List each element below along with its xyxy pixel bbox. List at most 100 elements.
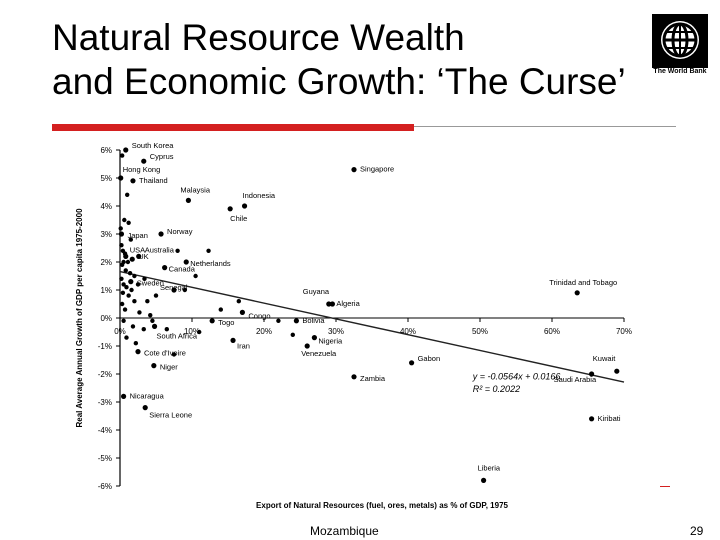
data-point	[141, 158, 147, 164]
data-point	[119, 301, 125, 307]
point-label: Trinidad and Tobago	[549, 278, 617, 287]
data-point	[185, 197, 191, 203]
point-label: Kiribati	[598, 414, 621, 423]
data-point	[614, 368, 620, 374]
data-point	[293, 318, 299, 324]
y-tick-label: -3%	[98, 398, 112, 407]
data-point	[230, 337, 236, 343]
point-label: South Korea	[132, 141, 175, 150]
x-tick-label: 50%	[472, 327, 488, 336]
data-point	[409, 360, 415, 366]
data-point	[162, 265, 168, 271]
data-point	[209, 318, 215, 324]
data-point	[150, 318, 155, 323]
data-point	[122, 217, 127, 223]
x-tick-label: 30%	[328, 327, 344, 336]
data-point	[121, 318, 126, 323]
data-point	[120, 290, 126, 295]
point-label: Gabon	[418, 354, 441, 363]
data-point	[197, 329, 202, 335]
point-label: Saudi Arabia	[554, 375, 597, 384]
trendline	[119, 270, 625, 383]
data-point	[132, 299, 137, 304]
data-point	[118, 226, 123, 231]
data-point	[123, 147, 129, 153]
data-point	[118, 231, 125, 237]
point-label: Sierra Leone	[149, 411, 192, 420]
point-label: Chile	[230, 214, 247, 223]
point-label: Kuwait	[593, 354, 616, 363]
data-point	[175, 248, 180, 253]
data-point	[158, 231, 164, 237]
world-bank-logo-icon	[652, 14, 708, 68]
data-point	[135, 349, 141, 355]
data-point	[125, 192, 130, 197]
trendline-r2: R² = 0.2022	[473, 384, 520, 394]
data-point	[153, 293, 159, 298]
data-point	[171, 352, 177, 357]
data-point	[164, 327, 169, 332]
point-label: Sweden	[137, 279, 164, 288]
data-point	[227, 206, 233, 212]
point-label: Bolivia	[302, 316, 325, 325]
data-point	[119, 243, 124, 248]
point-label: Singapore	[360, 165, 394, 174]
data-point	[141, 327, 146, 332]
data-point	[151, 323, 158, 329]
title-grey-divider	[414, 126, 676, 127]
data-point	[241, 203, 248, 209]
data-point	[326, 301, 332, 307]
data-point	[126, 293, 131, 298]
point-label: Liberia	[478, 463, 501, 472]
data-point	[142, 276, 147, 281]
data-point	[118, 175, 124, 181]
data-point	[129, 287, 134, 293]
y-tick-label: 0%	[100, 314, 112, 323]
data-point	[128, 237, 133, 242]
point-label: Norway	[167, 227, 193, 236]
data-point	[125, 259, 131, 265]
data-point	[276, 318, 281, 323]
y-tick-label: 6%	[100, 146, 112, 155]
data-point	[129, 256, 135, 262]
y-tick-label: -6%	[98, 482, 112, 491]
red-accent-mark	[660, 486, 670, 487]
data-point	[119, 153, 125, 158]
point-label: Senegal	[160, 283, 188, 292]
y-tick-label: -2%	[98, 370, 112, 379]
logo-text: The World Bank	[653, 68, 707, 75]
y-tick-label: -4%	[98, 426, 112, 435]
scatter-chart: 6%5%4%3%2%1%0%-1%-2%-3%-4%-5%-6%0% 10% 20%…	[58, 134, 664, 524]
point-label: Congo	[248, 311, 270, 320]
data-point	[121, 259, 126, 265]
data-point	[130, 324, 136, 329]
point-label: Cote d'Ivoire	[144, 349, 186, 358]
data-point	[589, 416, 595, 422]
data-point	[135, 282, 141, 287]
x-tick-label: 70%	[616, 327, 632, 336]
data-point	[137, 310, 142, 315]
data-point	[290, 332, 295, 337]
data-point	[239, 309, 245, 315]
data-point	[121, 282, 126, 287]
data-point	[589, 371, 595, 377]
data-point	[206, 248, 211, 253]
point-label: Netherlands	[190, 259, 231, 268]
point-label: Nigeria	[318, 337, 343, 346]
title-line-2: and Economic Growth: ‘The Curse’	[52, 61, 626, 102]
point-label: USA	[130, 245, 145, 254]
slide-title: Natural Resource Wealth and Economic Gro…	[52, 16, 626, 104]
data-point	[122, 307, 128, 312]
y-tick-label: -5%	[98, 454, 112, 463]
point-label: South Africa	[157, 331, 198, 340]
data-point	[130, 178, 136, 184]
data-point	[218, 307, 223, 312]
data-point	[351, 374, 357, 380]
data-point	[136, 253, 142, 259]
data-point	[148, 313, 153, 318]
point-label: Algeria	[336, 299, 360, 308]
x-tick-label: 20%	[256, 327, 272, 336]
data-point	[133, 341, 139, 346]
point-label: Niger	[160, 363, 178, 372]
data-point	[151, 363, 157, 369]
